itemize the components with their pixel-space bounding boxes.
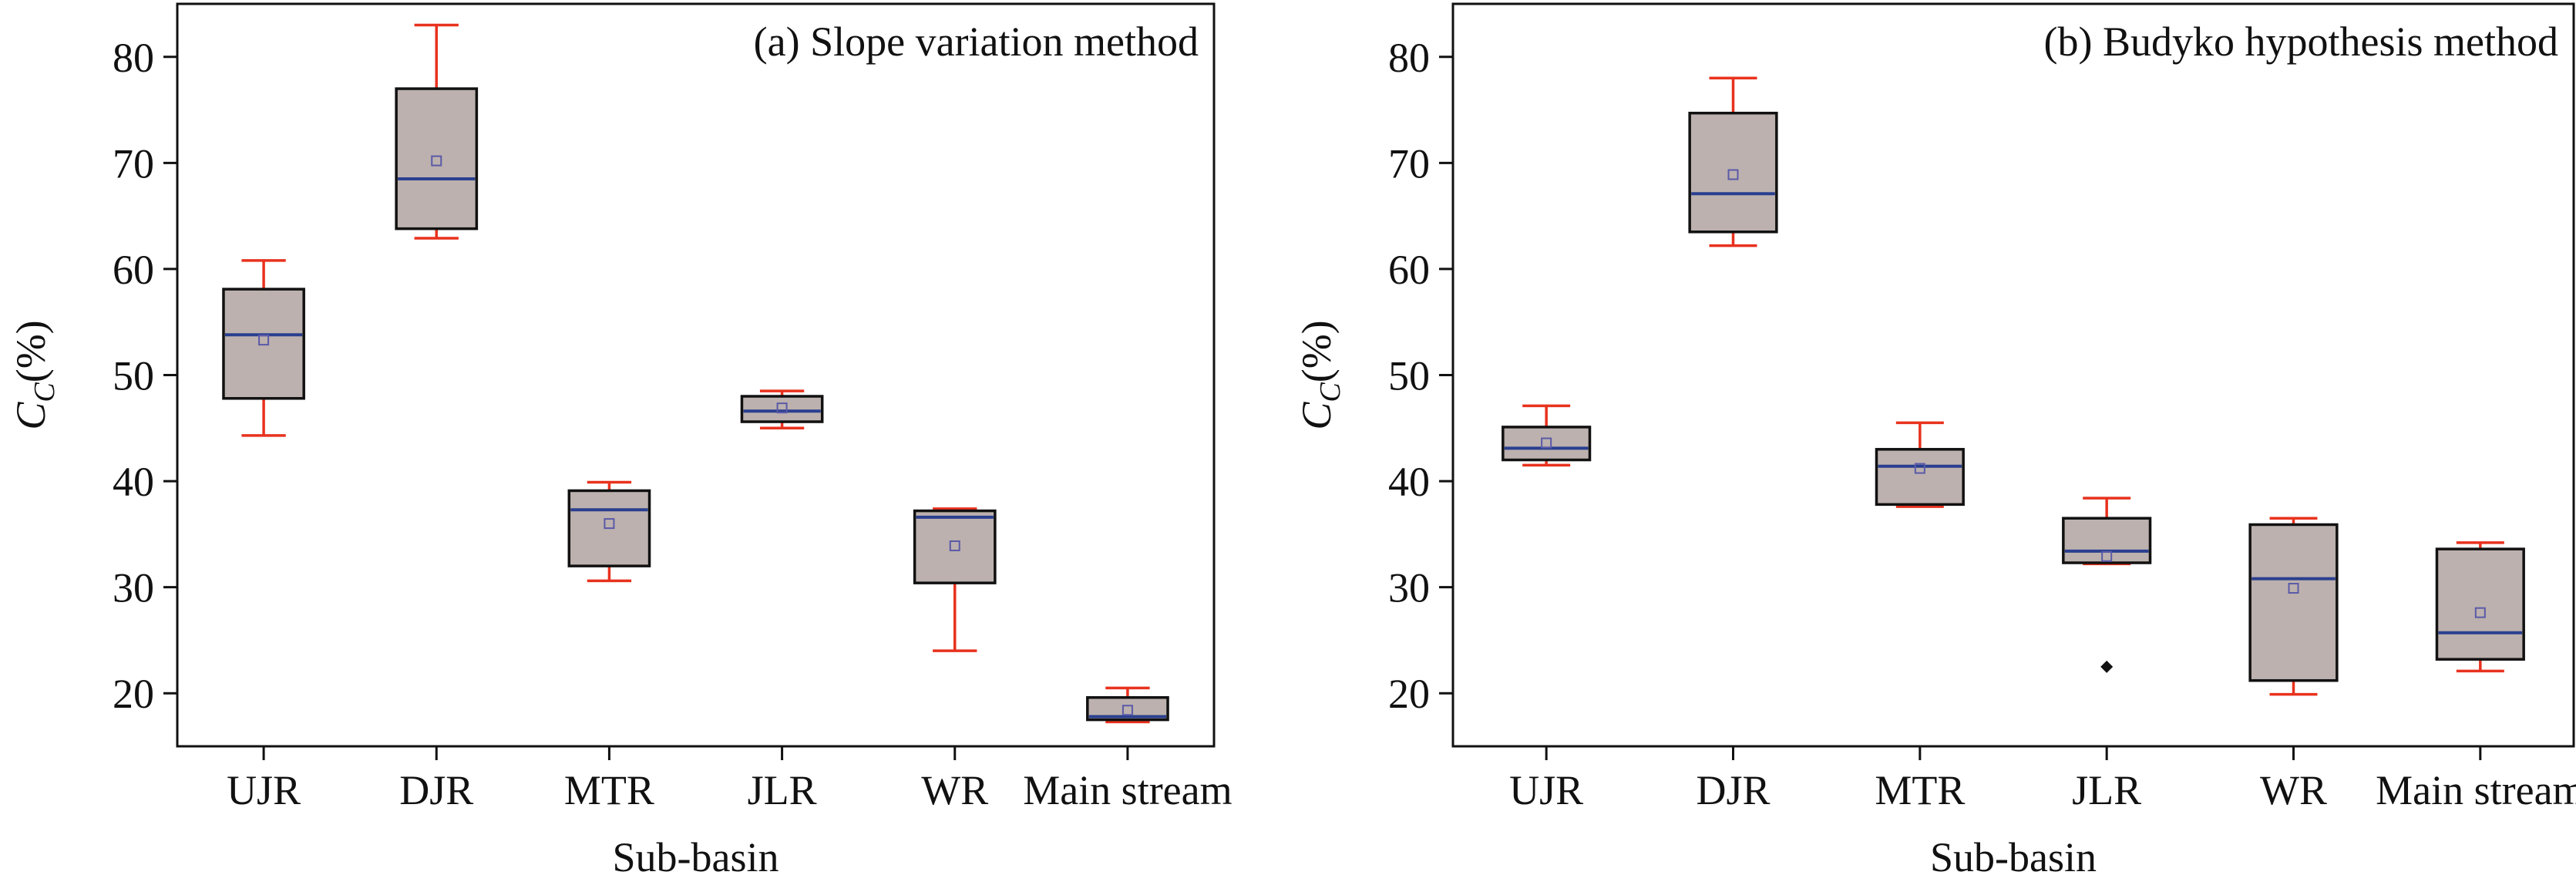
box-ujr (222, 259, 305, 437)
x-tick-label: DJR (399, 767, 473, 813)
panel-title: (a) Slope variation method (754, 19, 1199, 65)
y-axis-title-sub: C (1314, 382, 1347, 402)
x-tick-label: UJR (227, 767, 301, 813)
x-tick-label: DJR (1696, 767, 1770, 813)
iqr-box (1688, 111, 1778, 234)
x-tick-label: WR (2260, 767, 2327, 813)
mean-marker (1122, 705, 1133, 716)
x-axis-title: Sub-basin (613, 834, 779, 880)
y-tick-label: 30 (1388, 565, 1430, 611)
chart-panel-a: 20 30 40 50 60 70 80 UJR DJR MTR JLR WR Main stream (… (8, 2, 1233, 880)
mean-marker (2101, 550, 2113, 562)
box-wr (2248, 517, 2339, 696)
y-tick-label: 20 (1388, 671, 1430, 717)
y-axis-title: CC(%) (1293, 320, 1347, 429)
x-tick-label: MTR (1875, 767, 1965, 813)
y-tick-label: 40 (113, 459, 154, 505)
y-tick-label: 50 (113, 353, 154, 399)
y-tick-label: 50 (1388, 353, 1430, 399)
mean-marker (949, 540, 960, 551)
iqr-box (913, 509, 997, 584)
iqr-box (2435, 547, 2525, 661)
y-tick-label: 80 (113, 35, 154, 81)
box-wr (913, 507, 997, 652)
y-tick-label: 20 (113, 671, 154, 717)
iqr-box (740, 395, 824, 423)
box-main-stream (2435, 541, 2525, 673)
mean-marker (604, 518, 615, 530)
mean-marker (1914, 463, 1925, 474)
outlier-point (2100, 660, 2114, 673)
y-tick-label: 70 (113, 140, 154, 187)
plot-frame (176, 2, 1216, 748)
chart-panel-b: 20 30 40 50 60 70 80 UJR DJR MTR JLR WR Main stream (… (1293, 2, 2576, 880)
x-tick-label: UJR (1509, 767, 1583, 813)
panel-title: (b) Budyko hypothesis method (2044, 19, 2558, 65)
y-tick-label: 70 (1388, 140, 1430, 187)
y-axis-title-suffix: (%) (8, 320, 54, 382)
iqr-box (2062, 517, 2152, 564)
iqr-box (1875, 448, 1965, 507)
box-jlr (740, 389, 824, 430)
mean-marker (2474, 607, 2486, 618)
x-tick-label: WR (921, 767, 988, 813)
y-tick-label: 60 (1388, 247, 1430, 293)
y-tick-label: 80 (1388, 35, 1430, 81)
y-tick-label: 30 (113, 565, 154, 611)
x-tick-label: Main stream (2376, 767, 2576, 813)
y-tick-label: 60 (113, 247, 154, 293)
y-axis-title: CC(%) (8, 320, 61, 429)
mean-marker (2288, 583, 2299, 594)
iqr-box (222, 288, 305, 400)
y-axis-title-main: C (1293, 402, 1340, 430)
iqr-box (395, 87, 479, 231)
y-tick-label: 40 (1388, 459, 1430, 505)
y-axis-title-suffix: (%) (1293, 320, 1340, 382)
x-tick-label: Main stream (1023, 767, 1232, 813)
x-axis-title: Sub-basin (1930, 834, 2097, 880)
box-jlr (2062, 496, 2152, 673)
iqr-box (2248, 523, 2339, 682)
x-tick-label: JLR (2072, 767, 2141, 813)
box-djr (1688, 76, 1778, 247)
box-mtr (567, 480, 651, 583)
plot-frame (1451, 2, 2575, 748)
y-axis-title-sub: C (29, 382, 61, 402)
x-tick-label: JLR (748, 767, 817, 813)
mean-marker (776, 402, 788, 414)
x-tick-label: MTR (564, 767, 654, 813)
iqr-box (1502, 426, 1592, 462)
box-ujr (1502, 404, 1592, 467)
mean-marker (431, 155, 442, 167)
mean-marker (1727, 169, 1739, 180)
box-mtr (1875, 421, 1965, 508)
box-djr (395, 23, 479, 240)
y-axis-title-main: C (8, 402, 54, 430)
mean-marker (258, 335, 270, 346)
mean-marker (1541, 437, 1552, 449)
box-main-stream (1086, 686, 1169, 724)
